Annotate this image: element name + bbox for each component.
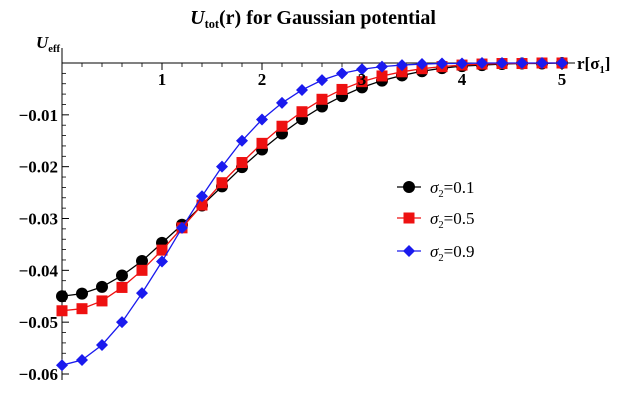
data-point <box>316 74 328 87</box>
data-point <box>56 290 68 303</box>
series-2 <box>56 57 568 372</box>
x-axis-label: r[σ1] <box>577 54 610 76</box>
data-point <box>116 269 128 282</box>
data-point <box>136 255 148 268</box>
legend-marker <box>403 212 415 224</box>
x-tick-label: 2 <box>258 70 267 89</box>
data-point <box>56 359 68 372</box>
data-point <box>136 287 148 300</box>
data-point <box>556 57 568 69</box>
y-tick-label: −0.01 <box>19 106 58 125</box>
series-layer <box>56 57 568 372</box>
legend-label-part: =0.1 <box>444 178 475 197</box>
data-point <box>476 57 488 69</box>
legend-label-part: σ <box>430 242 439 261</box>
data-point <box>356 63 368 76</box>
x-tick-label: 1 <box>158 70 167 89</box>
y-axis-label-part: U <box>36 33 49 52</box>
series-line <box>61 62 562 366</box>
data-point <box>156 255 168 268</box>
data-point <box>116 316 128 329</box>
chart-title-part: tot <box>205 17 220 31</box>
y-axis-label: Ueff <box>36 33 60 55</box>
legend-marker <box>403 245 415 257</box>
data-point <box>316 93 328 105</box>
data-point <box>96 295 108 307</box>
data-point <box>456 57 468 70</box>
data-point <box>436 57 448 70</box>
data-point <box>236 134 248 147</box>
y-tick-label: −0.05 <box>19 313 58 332</box>
x-tick-label: 3 <box>358 70 367 89</box>
data-point <box>216 177 228 189</box>
data-point <box>116 281 128 293</box>
legend-label: σ2=0.1 <box>430 178 475 200</box>
legend-label-part: =0.5 <box>444 209 475 228</box>
y-tick-label: −0.06 <box>19 365 58 384</box>
text-layer: 1 2 3 4 5 −0.01 −0.02 −0.03 −0.04 −0.05 −0.06 Utot(… <box>19 7 611 384</box>
data-point <box>96 280 108 293</box>
legend-label-part: σ <box>430 178 439 197</box>
data-point <box>136 264 148 276</box>
y-tick-label: −0.04 <box>19 261 59 280</box>
data-point <box>336 67 348 80</box>
data-point <box>196 199 208 211</box>
legend-item-1: σ2=0.5 <box>397 209 475 231</box>
data-point <box>396 66 408 78</box>
legend-label-part: =0.9 <box>444 242 475 261</box>
chart-title-part: (r) for Gaussian potential <box>219 7 436 29</box>
legend-label-part: σ <box>430 209 439 228</box>
legend-label: σ2=0.9 <box>430 242 475 264</box>
y-axis-label-part: eff <box>48 44 60 55</box>
legend-label-part: 2 <box>438 189 443 200</box>
chart-title: Utot(r) for Gaussian potential <box>190 7 436 31</box>
x-axis-label-part: 1 <box>599 65 604 76</box>
data-point <box>296 83 308 96</box>
data-point <box>156 244 168 256</box>
data-point <box>416 58 428 71</box>
data-point <box>356 76 368 88</box>
y-tick-label: −0.02 <box>19 158 58 177</box>
data-point <box>276 120 288 132</box>
data-point <box>256 113 268 126</box>
data-point <box>296 106 308 118</box>
x-tick-label: 5 <box>558 70 567 89</box>
legend-layer: σ2=0.1σ2=0.5σ2=0.9 <box>397 178 475 264</box>
y-tick-label: −0.03 <box>19 210 58 229</box>
chart-title-part: U <box>190 7 206 29</box>
data-point <box>216 160 228 173</box>
data-point <box>196 190 208 203</box>
legend-marker <box>403 181 415 193</box>
legend-label-part: 2 <box>438 220 443 231</box>
x-axis-label-part: r[σ <box>577 54 600 73</box>
data-point <box>376 70 388 82</box>
data-point <box>96 338 108 351</box>
data-point <box>396 59 408 72</box>
data-point <box>516 57 528 69</box>
data-point <box>376 60 388 73</box>
legend-item-0: σ2=0.1 <box>397 178 475 200</box>
x-axis-label-part: ] <box>605 54 611 73</box>
x-tick-label: 4 <box>458 70 467 89</box>
series-1 <box>56 57 568 317</box>
data-point <box>496 57 508 69</box>
legend-item-2: σ2=0.9 <box>397 242 475 264</box>
data-point <box>276 96 288 109</box>
data-point <box>236 157 248 169</box>
legend-label-part: 2 <box>438 253 443 264</box>
data-point <box>336 83 348 95</box>
data-point <box>76 303 88 315</box>
data-point <box>536 57 548 69</box>
data-point <box>76 354 88 367</box>
data-point <box>76 287 88 300</box>
data-point <box>176 221 188 234</box>
data-point <box>256 137 268 149</box>
data-point <box>56 305 68 317</box>
series-0 <box>56 57 568 303</box>
legend-label: σ2=0.5 <box>430 209 475 231</box>
